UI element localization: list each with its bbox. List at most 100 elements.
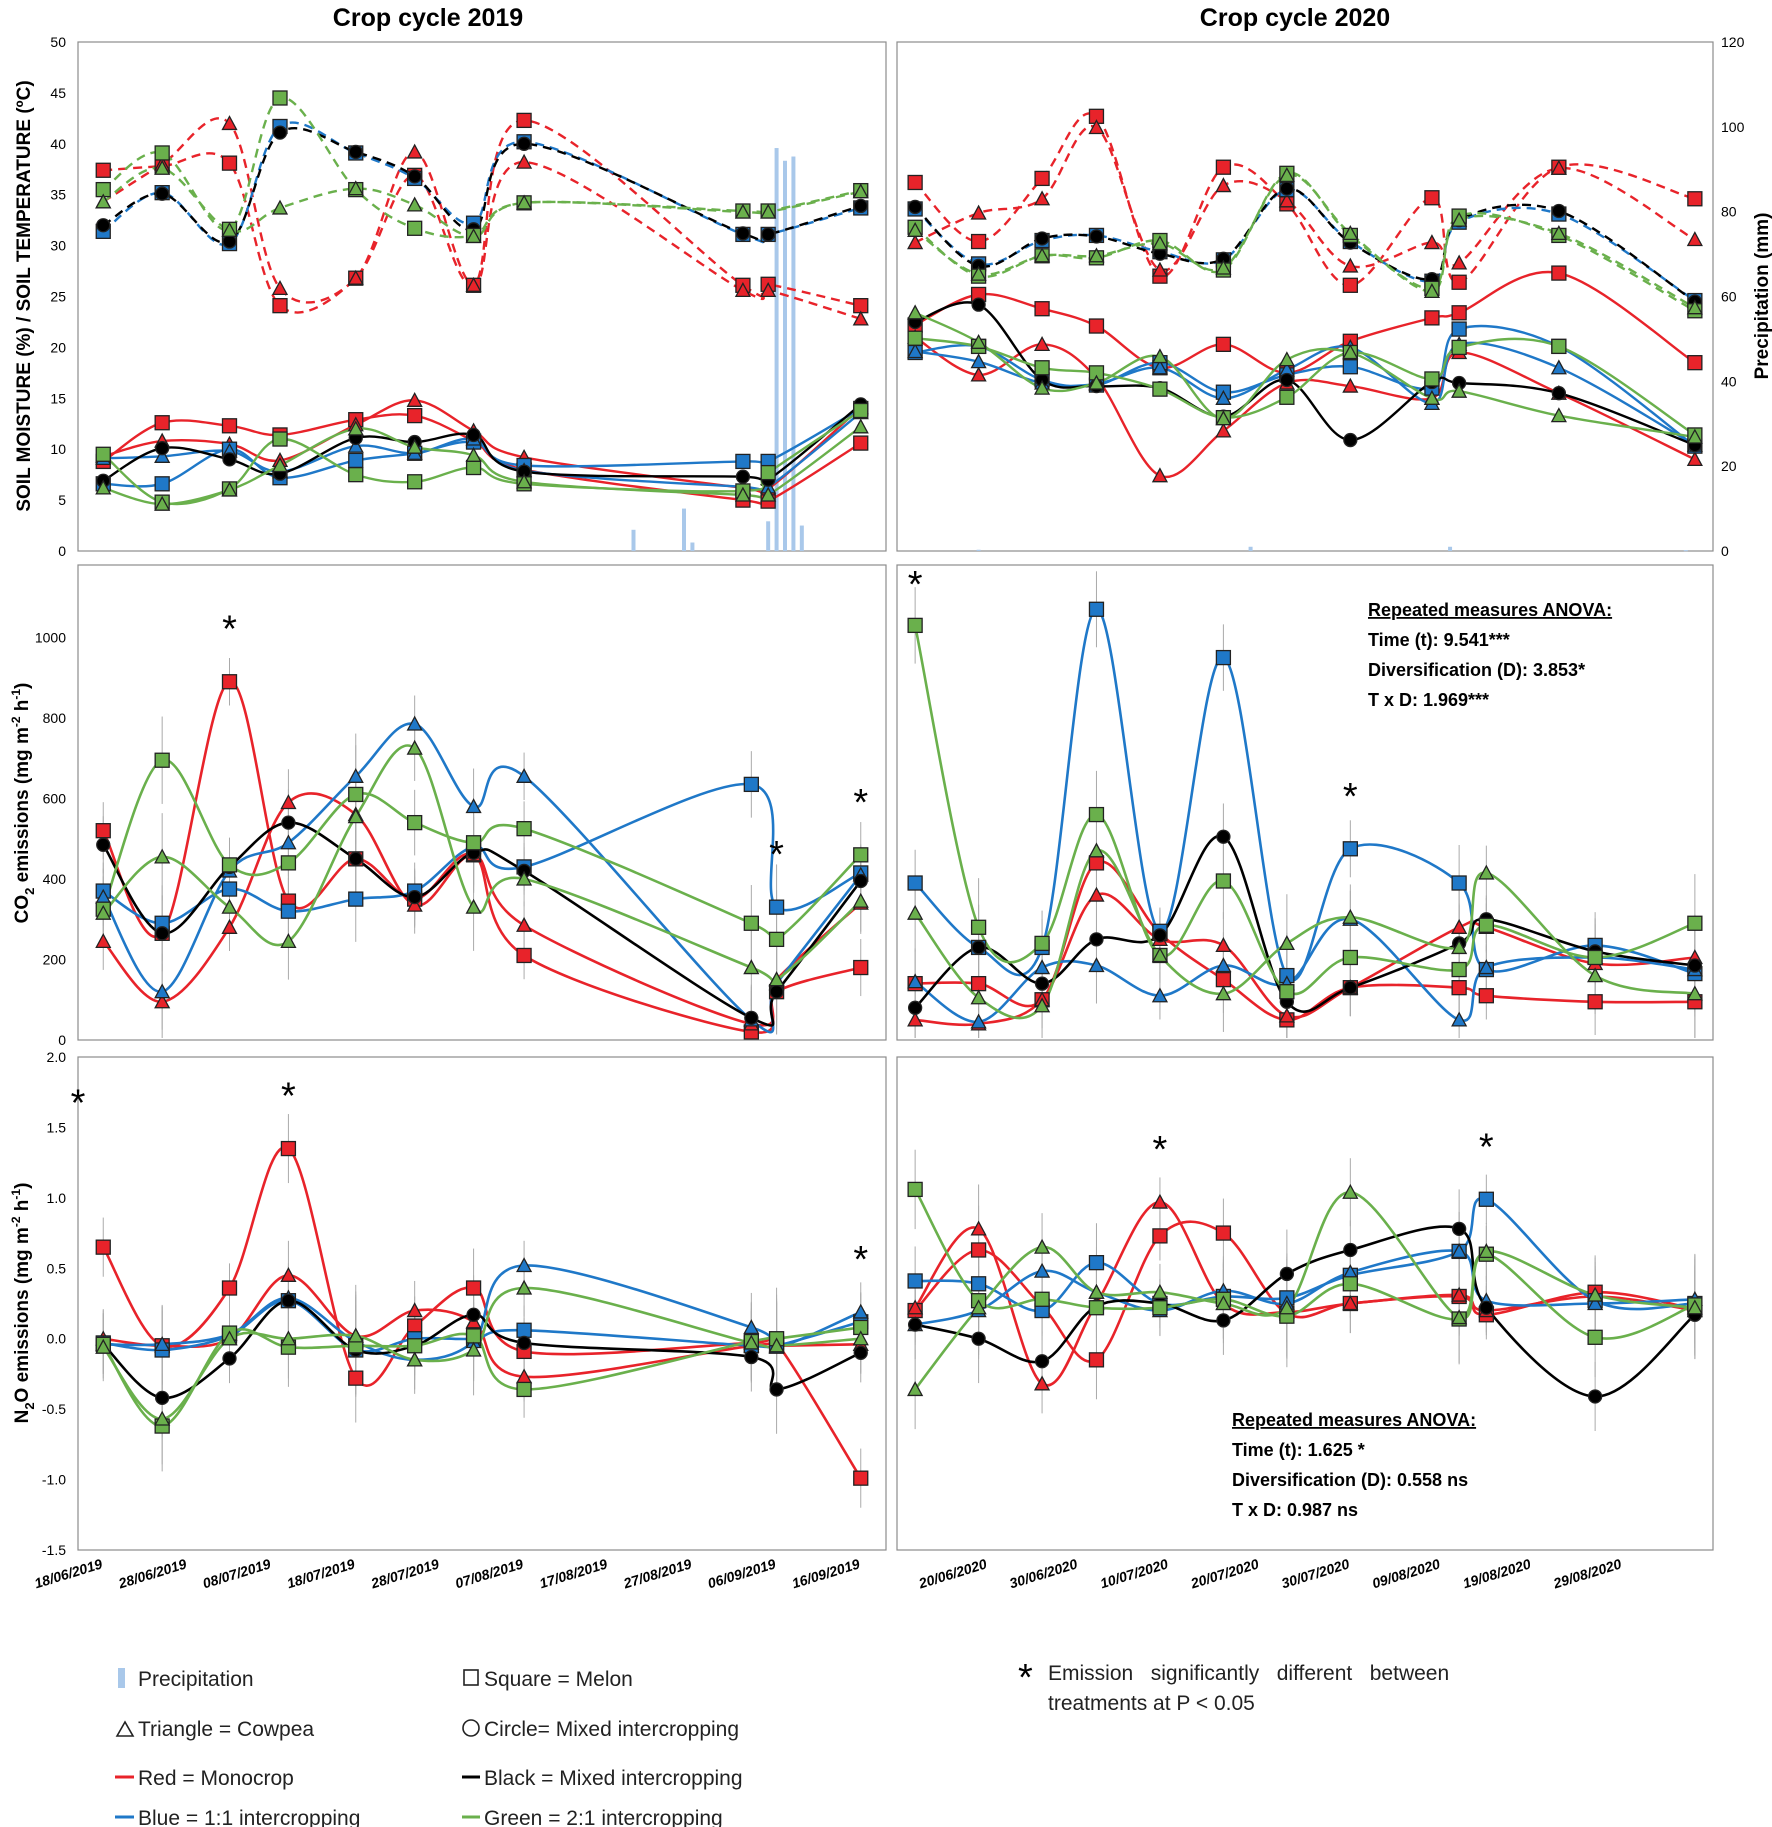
moisture_2020-cowpea-2-1-temperature-marker	[1423, 283, 1441, 299]
n2o_2020-melon-1-1-marker	[970, 1276, 987, 1292]
co2_2019-cowpea-monocrop-line	[102, 792, 862, 1027]
n2o-2020-x-tick-label: 09/08/2020	[1370, 1556, 1442, 1592]
n2o_2020-cowpea-2-1-marker	[1686, 1299, 1703, 1315]
co2_2019-cowpea-2-1-marker	[95, 904, 112, 920]
n2o_2019-melon-monocrop-marker	[221, 1280, 238, 1296]
moisture_2019-melon-2-1-moisture-marker	[348, 466, 364, 483]
n2o_2020-cowpea-2-1-marker	[1088, 1283, 1105, 1299]
n2o_2019-cowpea-monocrop-marker	[406, 1302, 423, 1318]
n2o_2020-melon-2-1-marker	[1034, 1291, 1050, 1307]
n2o_2019-cowpea-2-1-marker	[95, 1338, 112, 1354]
co2_2019-cowpea-2-1-marker	[406, 739, 423, 755]
moisture_2019-cowpea-2-1-temperature-marker	[271, 199, 289, 215]
n2o_2019-mixed-marker	[281, 1293, 296, 1308]
moisture-y-tick-label: 15	[50, 390, 66, 406]
co2_2019-melon-2-1-marker	[768, 931, 785, 948]
n2o-ylabel: N2O emissions (mg m-2 h-1)	[9, 1183, 37, 1424]
co2_2019-cowpea-monocrop-marker	[406, 896, 423, 912]
n2o_2020-mixed-marker	[1034, 1354, 1050, 1369]
moisture_2019-melon-2-1-moisture-marker	[853, 402, 869, 419]
moisture-y-tick-label: 5	[58, 492, 66, 508]
legend-precip: Precipitation	[138, 1668, 254, 1691]
moisture-y-tick-label: 50	[50, 34, 66, 50]
co2_2019-melon-2-1-marker	[221, 857, 238, 873]
co2_2020-mixed-marker	[1343, 980, 1358, 995]
moisture_2019-cowpea-2-1-temperature-marker	[154, 159, 171, 175]
anova-co2: Repeated measures ANOVA: Time (t): 9.541…	[1368, 600, 1612, 710]
n2o_2020-mixed-marker	[1343, 1242, 1358, 1258]
n2o_2019-melon-monocrop-marker	[348, 1370, 364, 1386]
moisture_2019-cowpea-2-1-moisture-marker	[465, 446, 482, 462]
n2o_2019-melon-2-1-marker	[465, 1328, 482, 1344]
n2o_2020-cowpea-2-1-marker	[1342, 1183, 1359, 1199]
co2_2020-mixed-marker	[1687, 958, 1703, 973]
n2o-2020-x-tick-label: 20/06/2020	[916, 1556, 989, 1592]
n2o_2020-mixed-marker	[907, 1317, 923, 1332]
co2_2019-melon-1-1-marker	[280, 903, 297, 919]
n2o_2019-cowpea-2-1-marker	[280, 1330, 297, 1346]
moisture_2019-cowpea-monocrop-temperature-marker	[271, 279, 289, 296]
n2o_2020-cowpea-2-1-marker	[1215, 1295, 1232, 1311]
moisture-y-tick-label: 40	[50, 136, 66, 152]
co2_2019-cowpea-2-1-marker	[154, 848, 171, 864]
co2_2019-cowpea-1-1-marker	[347, 767, 364, 783]
co2_2019-cowpea-1-1-marker	[280, 834, 297, 850]
moisture_2019-cowpea-monocrop-temperature-marker	[406, 143, 423, 159]
precipitation-bar	[976, 549, 981, 551]
n2o_2020-mixed-marker	[1216, 1313, 1231, 1328]
moisture_2019-cowpea-2-1-temperature-marker	[95, 193, 112, 209]
moisture-y-tick-label: 30	[50, 238, 66, 254]
moisture_2020-cowpea-2-1-temperature-marker	[1033, 247, 1051, 263]
co2_2019-melon-2-1-marker	[407, 814, 423, 831]
anova-n2o-line3: T x D: 0.987 ns	[1232, 1500, 1358, 1520]
precipitation-bar	[783, 160, 787, 551]
co2_2020-cowpea-2-1-marker	[1342, 908, 1359, 924]
co2_2020-cowpea-2-1-marker	[1451, 939, 1468, 955]
moisture_2020-cowpea-monocrop-moisture-marker	[1215, 422, 1232, 438]
n2o_2019-mixed-marker	[769, 1382, 784, 1397]
moisture_2019-cowpea-monocrop-temperature-marker	[221, 115, 238, 131]
moisture-y-tick-label: 25	[50, 289, 66, 305]
legend-square-marker	[463, 1669, 479, 1686]
n2o_2019-cowpea-2-1-marker	[768, 1337, 785, 1353]
co2_2020-melon-monocrop-marker	[970, 975, 987, 992]
precip-ylabel: Precipitation (mm)	[1752, 213, 1772, 380]
n2o_2019-cowpea-monocrop-marker	[280, 1266, 297, 1282]
co2_2020-cowpea-1-1-marker	[1033, 959, 1051, 975]
n2o-2019-x-tick-label: 27/08/2019	[621, 1556, 694, 1592]
moisture_2020-melon-monocrop-temperature-marker	[1342, 277, 1358, 293]
moisture_2020-cowpea-2-1-moisture-marker	[1342, 344, 1359, 360]
co2_2020-cowpea-monocrop-marker	[1451, 918, 1468, 934]
moisture_2020-cowpea-monocrop-temperature-marker	[1686, 231, 1703, 247]
moisture_2020-cowpea-2-1-temperature-marker	[1342, 225, 1359, 241]
moisture_2019-melon-1-1-moisture-marker	[735, 453, 751, 470]
precipitation-bar	[791, 156, 796, 551]
co2_2020-cowpea-2-1-line	[914, 849, 1696, 1020]
moisture-y-tick-label: 10	[50, 441, 66, 457]
n2o-2019-x-tick-label: 08/07/2019	[201, 1556, 273, 1592]
anova-co2-line3: T x D: 1.969***	[1368, 690, 1489, 710]
moisture_2020-melon-monocrop-temperature-marker	[970, 233, 987, 250]
co2_2019-melon-2-1-marker	[743, 915, 759, 931]
moisture_2019-melon-monocrop-moisture-marker	[154, 415, 170, 431]
moisture_2020-cowpea-monocrop-temperature-marker	[1278, 192, 1295, 208]
moisture_2020-melon-monocrop-temperature-marker	[1451, 274, 1467, 290]
co2_2020-melon-1-1-marker	[1088, 601, 1105, 617]
n2o_2020-melon-2-1-marker	[1342, 1276, 1358, 1292]
moisture_2020-cowpea-2-1-temperature-marker	[1686, 299, 1703, 315]
co2_2020-mixed-marker	[1152, 928, 1168, 943]
anova-co2-title: Repeated measures ANOVA:	[1368, 600, 1612, 620]
moisture_2019-cowpea-monocrop-temperature-marker	[515, 153, 533, 169]
moisture_2019-melon-2-1-moisture-marker	[95, 446, 111, 462]
co2_2020-mixed-marker	[971, 940, 986, 955]
n2o-y-tick-label: -1.0	[42, 1472, 66, 1488]
co2_2019-melon-1-1-marker	[221, 881, 238, 897]
moisture_2019-cowpea-2-1-temperature-line	[102, 166, 862, 238]
n2o_2020-melon-1-1-marker	[1088, 1255, 1105, 1271]
co2_2020-melon-1-1-marker	[1215, 649, 1232, 666]
precip-y-tick-label: 100	[1721, 119, 1745, 135]
n2o-y-tick-label: 1.0	[47, 1190, 67, 1206]
co2_2019-cowpea-2-1-marker	[280, 933, 297, 949]
co2_2020-melon-2-1-marker	[907, 617, 923, 634]
legend-star-line2: treatments at P < 0.05	[1048, 1692, 1255, 1715]
